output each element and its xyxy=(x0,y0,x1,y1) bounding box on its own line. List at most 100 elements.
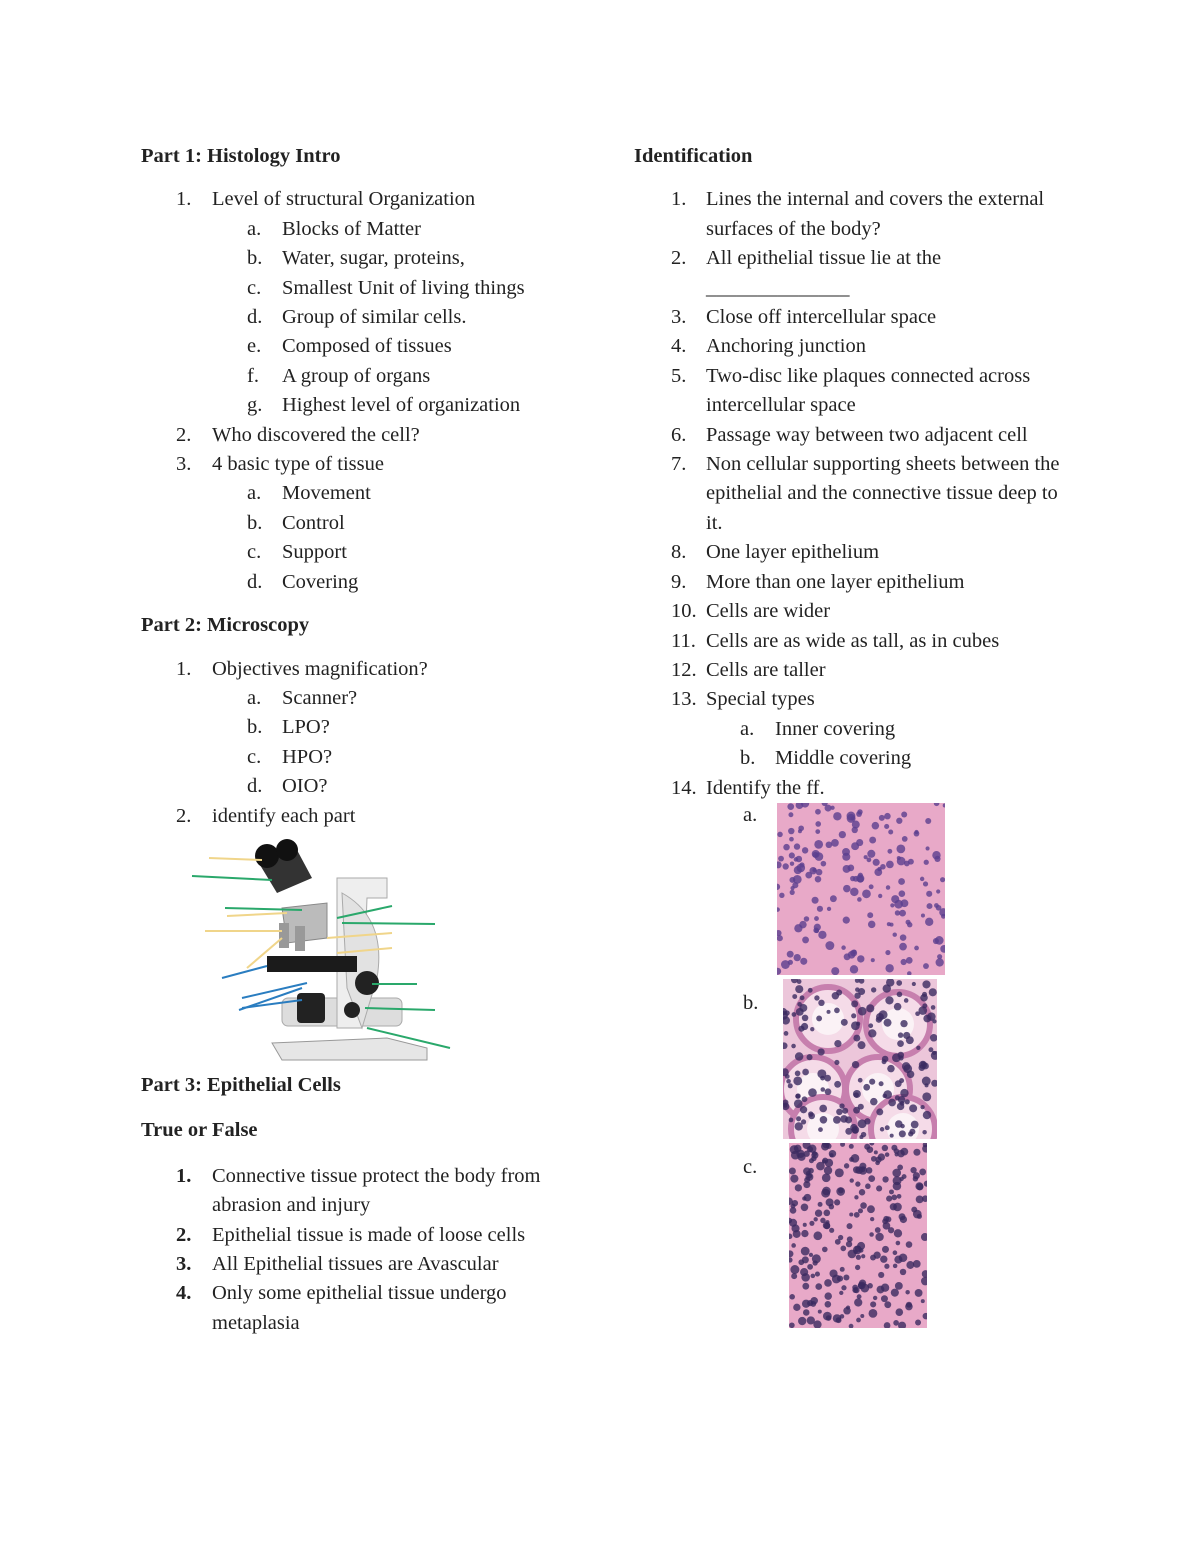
nucleus xyxy=(870,1216,875,1222)
nucleus xyxy=(905,1302,913,1311)
nucleus xyxy=(887,1227,895,1234)
nucleus xyxy=(777,883,781,890)
item-marker: b. xyxy=(740,747,756,770)
nucleus xyxy=(825,1220,830,1225)
nucleus xyxy=(916,1045,921,1050)
nucleus xyxy=(890,903,895,908)
nucleus xyxy=(817,1048,825,1056)
nucleus xyxy=(885,949,891,956)
item-marker: b. xyxy=(247,511,263,534)
nucleus xyxy=(824,1074,831,1082)
list-item: d. Covering xyxy=(141,568,581,597)
nucleus xyxy=(897,1164,904,1171)
list-item: 2. Who discovered the cell? xyxy=(141,421,581,450)
nucleus xyxy=(886,1195,893,1202)
nucleus xyxy=(898,1321,907,1328)
nucleus xyxy=(846,1223,853,1230)
nucleus xyxy=(856,811,862,817)
nucleus xyxy=(872,858,880,866)
nucleus xyxy=(922,1142,927,1148)
nucleus xyxy=(892,932,897,937)
nucleus xyxy=(801,1014,809,1022)
nucleus xyxy=(930,1005,936,1010)
nucleus xyxy=(892,1263,898,1269)
list-item: 3. Close off intercellular space xyxy=(634,303,1074,332)
nucleus xyxy=(791,1273,798,1280)
nucleus xyxy=(858,987,866,995)
nucleus xyxy=(791,1012,797,1017)
nucleus xyxy=(783,843,790,851)
nucleus xyxy=(777,935,783,942)
nucleus xyxy=(826,1009,831,1014)
nucleus xyxy=(898,1213,906,1221)
nucleus xyxy=(868,1023,874,1029)
nucleus xyxy=(853,1034,861,1042)
nucleus xyxy=(861,1254,866,1259)
item-marker: 6. xyxy=(671,423,687,446)
nucleus xyxy=(818,1127,823,1132)
nucleus xyxy=(843,884,851,893)
nucleus xyxy=(889,1133,894,1138)
nucleus xyxy=(855,1166,863,1174)
nucleus xyxy=(852,875,859,882)
nucleus xyxy=(842,864,851,873)
nucleus xyxy=(782,863,789,870)
nucleus xyxy=(789,1167,796,1175)
nucleus xyxy=(924,1083,929,1088)
nucleus xyxy=(914,945,919,951)
nucleus xyxy=(929,1033,937,1042)
list-item: a. Blocks of Matter xyxy=(141,215,581,244)
nucleus xyxy=(926,903,933,909)
nucleus xyxy=(894,910,901,916)
nucleus xyxy=(851,820,860,829)
nucleus xyxy=(934,903,939,908)
nucleus xyxy=(791,1243,796,1248)
nucleus xyxy=(803,1150,810,1157)
nucleus xyxy=(814,852,824,861)
nucleus xyxy=(867,849,876,858)
nucleus xyxy=(856,1294,862,1300)
nucleus xyxy=(820,1217,826,1224)
nucleus xyxy=(940,944,945,953)
nucleus xyxy=(885,964,894,973)
item-text: Group of similar cells. xyxy=(282,306,467,329)
nucleus xyxy=(794,924,803,933)
nucleus xyxy=(803,1181,811,1189)
item-marker: 1. xyxy=(176,1164,192,1187)
nucleus xyxy=(813,1217,818,1222)
nucleus xyxy=(833,1115,841,1124)
list-item: a. Inner covering xyxy=(634,715,1074,744)
nucleus xyxy=(821,1173,831,1183)
nucleus xyxy=(920,993,928,1002)
item-marker: 3. xyxy=(176,1252,192,1275)
item-marker: 1. xyxy=(176,657,192,680)
nucleus xyxy=(807,1263,814,1270)
list-item: b. LPO? xyxy=(141,713,581,742)
list: 1. Lines the internal and covers the exte… xyxy=(634,185,1074,1328)
nucleus xyxy=(816,905,824,912)
nucleus xyxy=(857,875,864,883)
item-text: All Epithelial tissues are Avascular xyxy=(212,1252,499,1275)
nucleus xyxy=(799,1105,808,1114)
nucleus xyxy=(925,846,930,851)
nucleus xyxy=(790,1174,799,1183)
item-marker: c. xyxy=(247,276,262,299)
nucleus xyxy=(841,1285,847,1291)
item-text: LPO? xyxy=(282,716,330,739)
item-marker: 2. xyxy=(176,804,192,827)
nucleus xyxy=(867,912,874,919)
list-item: 2. identify each part xyxy=(141,802,581,831)
nucleus xyxy=(919,1168,927,1176)
nucleus xyxy=(787,803,795,810)
item-text: identify each part xyxy=(212,804,356,827)
nucleus xyxy=(836,1275,844,1282)
nucleus xyxy=(834,1039,842,1048)
list-item: 3. All Epithelial tissues are Avascular xyxy=(141,1250,581,1279)
nucleus xyxy=(786,950,794,958)
nucleus xyxy=(906,1070,915,1078)
nucleus xyxy=(922,1195,927,1202)
nucleus xyxy=(905,956,913,964)
nucleus xyxy=(920,1232,927,1241)
nucleus xyxy=(854,992,861,999)
item-text: Close off intercellular space xyxy=(706,306,937,329)
